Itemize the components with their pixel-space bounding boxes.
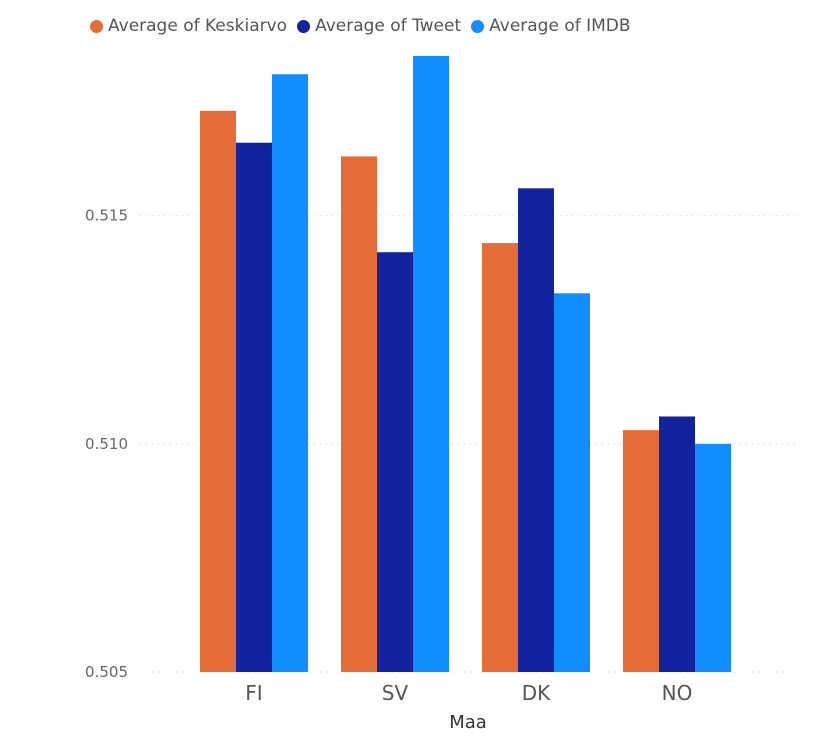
bar-dk-keskiarvo[interactable] [482, 243, 518, 672]
y-tick-label: 0.515 [85, 207, 128, 225]
y-axis-ticks: 0.505 0.510 0.515 [85, 207, 128, 681]
bar-fi-keskiarvo[interactable] [200, 110, 236, 672]
legend-item-keskiarvo[interactable]: Average of Keskiarvo [90, 16, 287, 36]
bar-sv-imdb[interactable] [413, 56, 449, 672]
legend-swatch-imdb [471, 19, 485, 33]
bar-fi-imdb[interactable] [272, 74, 308, 673]
bar-no-imdb[interactable] [695, 443, 731, 672]
legend-swatch-tweet [297, 19, 311, 33]
bar-no-tweet[interactable] [659, 416, 695, 672]
y-tick-label: 0.510 [85, 435, 128, 453]
legend-swatch-keskiarvo [90, 19, 103, 33]
x-category-label: SV [382, 681, 409, 705]
x-category-label: NO [662, 681, 693, 705]
legend-label-keskiarvo: Average of Keskiarvo [108, 16, 288, 36]
y-tick-label: 0.505 [85, 663, 128, 681]
bar-sv-keskiarvo[interactable] [341, 156, 377, 672]
x-axis-categories: FI SV DK NO [245, 681, 692, 705]
bar-sv-tweet[interactable] [377, 252, 413, 673]
bars [200, 56, 731, 673]
bar-fi-tweet[interactable] [236, 142, 272, 672]
bar-no-keskiarvo[interactable] [623, 430, 659, 672]
x-axis-title: Maa [449, 712, 487, 733]
legend-label-imdb: Average of IMDB [489, 16, 631, 36]
x-category-label: FI [245, 681, 262, 705]
legend-item-tweet[interactable]: Average of Tweet [297, 16, 461, 36]
bar-dk-tweet[interactable] [518, 188, 554, 672]
legend-item-imdb[interactable]: Average of IMDB [471, 16, 631, 36]
chart-legend: Average of Keskiarvo Average of Tweet Av… [90, 14, 641, 38]
bar-dk-imdb[interactable] [554, 293, 590, 672]
x-category-label: DK [522, 681, 551, 705]
legend-label-tweet: Average of Tweet [315, 16, 462, 36]
